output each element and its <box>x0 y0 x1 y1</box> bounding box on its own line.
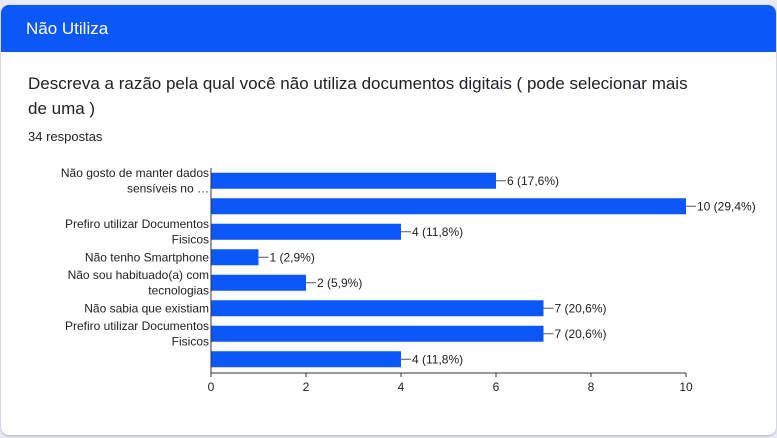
category-label-7: Fisicos <box>172 335 209 349</box>
category-label-4: Não tenho Smartphone <box>85 250 209 264</box>
x-tick-label: 8 <box>588 380 595 394</box>
x-tick-label: 2 <box>303 380 310 394</box>
question-text: Descreva a razão pela qual você não util… <box>28 74 688 118</box>
category-label-1: Não gosto de manter dados <box>61 166 209 180</box>
category-label-3: Prefiro utilizar Documentos <box>65 217 209 231</box>
bar-4 <box>211 249 259 266</box>
question-card: Não Utiliza Descreva a razão pela qual v… <box>1 5 776 435</box>
bar-1 <box>211 172 496 189</box>
data-label-8: 4 (11,8%) <box>412 352 463 366</box>
x-tick-label: 10 <box>679 380 693 394</box>
bar-8 <box>211 351 401 368</box>
bar-6 <box>211 300 544 317</box>
bar-7 <box>211 325 544 342</box>
data-label-6: 7 (20,6%) <box>555 301 607 315</box>
x-tick-label: 6 <box>493 380 500 394</box>
category-label-5: Não sou habituado(a) com <box>68 268 209 282</box>
category-label-7: Prefiro utilizar Documentos <box>65 319 209 333</box>
category-label-6: Não sabia que existiam <box>84 301 209 315</box>
data-label-7: 7 (20,6%) <box>555 327 607 341</box>
section-title: Não Utiliza <box>26 19 109 38</box>
category-label-3: Fisicos <box>172 233 209 247</box>
category-label-5: tecnologias <box>148 284 209 298</box>
response-count: 34 respostas <box>28 129 103 144</box>
data-label-3: 4 (11,8%) <box>412 225 463 239</box>
bar-3 <box>211 223 401 240</box>
data-label-2: 10 (29,4%) <box>697 199 756 213</box>
data-label-4: 1 (2,9%) <box>270 250 315 264</box>
bar-chart: 6 (17,6%) Não gosto de manter dados sensív… <box>61 166 756 394</box>
data-label-5: 2 (5,9%) <box>317 276 362 290</box>
bar-5 <box>211 274 306 291</box>
category-label-1: sensíveis no … <box>127 182 209 196</box>
bar-2 <box>211 198 686 215</box>
x-tick-label: 0 <box>208 380 215 394</box>
section-header: Não Utiliza <box>1 5 776 52</box>
data-label-1: 6 (17,6%) <box>507 174 559 188</box>
x-tick-label: 4 <box>398 380 405 394</box>
